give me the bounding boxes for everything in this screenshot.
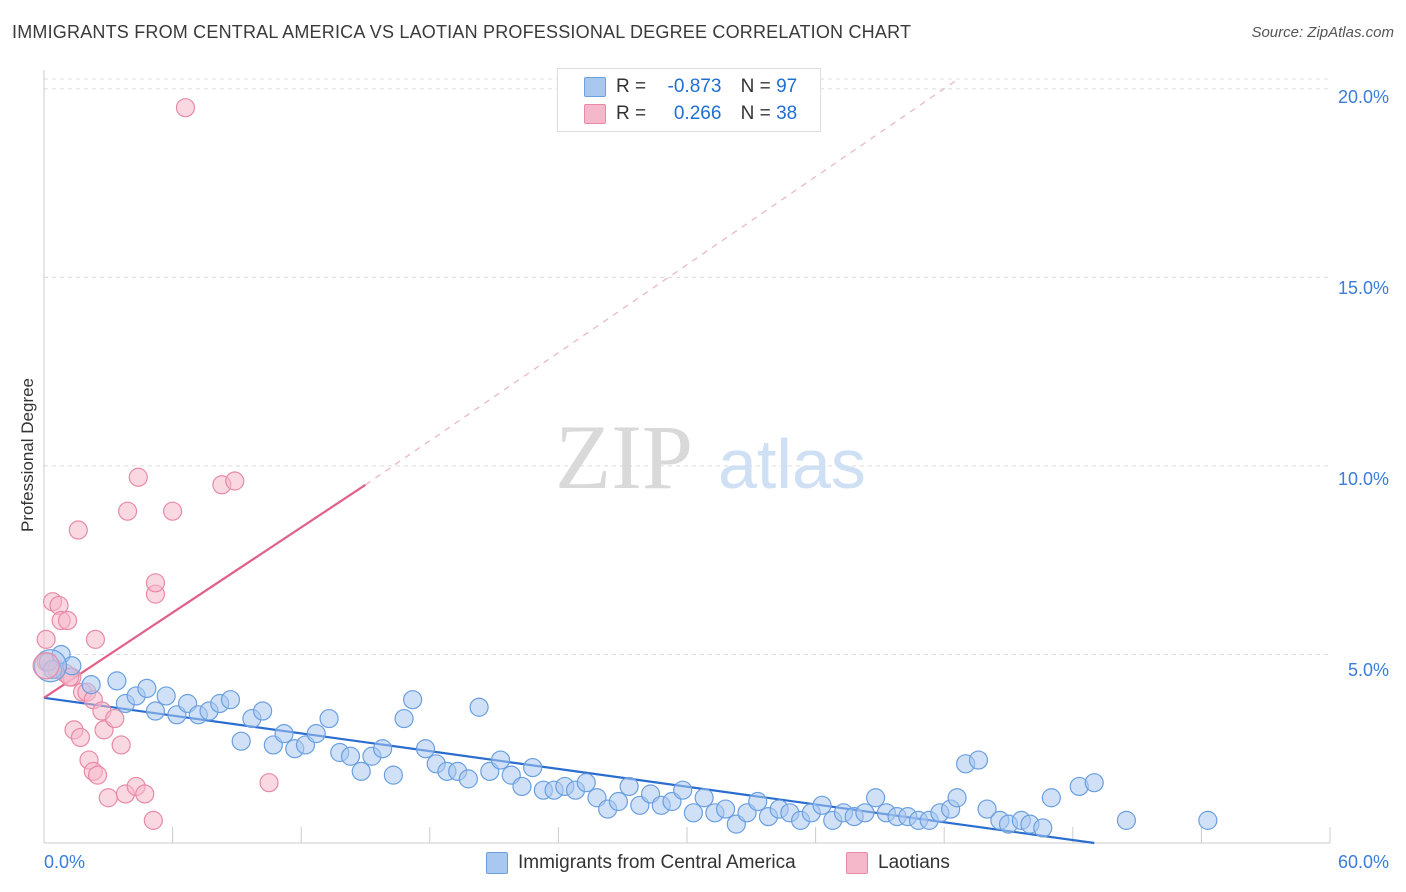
- point-laotians: [36, 629, 56, 649]
- y-tick-label-5: 5.0%: [1348, 660, 1390, 680]
- point-central-america: [490, 750, 511, 770]
- point-central-america: [683, 803, 704, 823]
- r-value: -0.873: [667, 76, 722, 97]
- point-laotians: [135, 784, 155, 804]
- legend-swatch-blue: [584, 77, 606, 97]
- y-tick-label-20: 20.0%: [1338, 87, 1390, 107]
- legend-item-laotians[interactable]: Laotians: [846, 852, 950, 874]
- n-label: N =: [740, 103, 771, 124]
- point-central-america: [855, 803, 875, 823]
- point-central-america: [137, 678, 157, 699]
- trend-line-laotians: [43, 483, 367, 699]
- point-laotians: [85, 629, 106, 649]
- point-laotians: [70, 727, 91, 748]
- n-value: 97: [776, 76, 798, 97]
- legend-swatch-blue: [486, 852, 508, 874]
- point-central-america: [403, 690, 423, 710]
- point-central-america: [1041, 788, 1061, 808]
- point-laotians: [128, 467, 148, 487]
- point-laotians: [87, 765, 108, 785]
- point-central-america: [394, 708, 414, 729]
- x-tick-label-min: 0.0%: [44, 852, 86, 872]
- point-central-america: [383, 765, 403, 785]
- legend-label: Laotians: [878, 852, 950, 873]
- point-central-america: [340, 746, 361, 766]
- r-value: 0.266: [673, 103, 722, 124]
- stats-legend: R = -0.873 N = 97 R = 0.266 N = 38: [557, 68, 821, 132]
- stats-row-blue: R = -0.873 N = 97: [584, 75, 797, 99]
- point-central-america: [523, 757, 543, 778]
- point-central-america: [351, 761, 371, 781]
- point-central-america: [866, 788, 886, 808]
- point-central-america: [512, 776, 532, 797]
- point-central-america: [458, 769, 478, 789]
- point-central-america: [715, 799, 736, 819]
- point-laotians: [259, 773, 279, 793]
- legend-label: Immigrants from Central America: [518, 852, 796, 873]
- legend-swatch-pink: [846, 852, 868, 874]
- chart-title: IMMIGRANTS FROM CENTRAL AMERICA VS LAOTI…: [12, 22, 912, 42]
- point-central-america: [694, 788, 714, 808]
- point-central-america: [469, 697, 489, 717]
- point-laotians: [111, 735, 131, 755]
- point-central-america: [608, 791, 629, 812]
- point-central-america: [156, 686, 176, 706]
- legend-swatch-pink: [584, 104, 606, 124]
- point-laotians: [145, 573, 166, 593]
- point-central-america: [619, 776, 639, 797]
- n-label: N =: [740, 76, 771, 97]
- chart-source: Source: ZipAtlas.com: [1251, 24, 1394, 41]
- point-laotians: [117, 501, 138, 521]
- point-laotians: [32, 652, 60, 680]
- point-central-america: [977, 799, 997, 819]
- point-laotians: [225, 471, 245, 491]
- point-central-america: [253, 701, 273, 721]
- point-central-america: [231, 731, 251, 751]
- point-central-america: [145, 701, 166, 721]
- point-central-america: [812, 795, 832, 815]
- point-central-america: [306, 724, 326, 744]
- point-central-america: [373, 739, 393, 759]
- point-central-america: [748, 791, 768, 812]
- point-laotians: [163, 501, 183, 521]
- point-central-america: [576, 773, 596, 793]
- axes: [43, 70, 1331, 844]
- point-laotians: [143, 810, 163, 830]
- point-central-america: [1084, 773, 1104, 793]
- point-laotians: [68, 520, 88, 540]
- point-central-america: [968, 750, 989, 770]
- point-central-america: [415, 739, 436, 759]
- point-central-america: [1033, 818, 1053, 838]
- y-tick-label-10: 10.0%: [1338, 469, 1390, 489]
- watermark-zip: ZIP: [555, 406, 693, 508]
- y-tick-label-15: 15.0%: [1338, 278, 1390, 298]
- x-tick-label-max: 60.0%: [1338, 852, 1390, 872]
- point-laotians: [175, 98, 196, 118]
- data-points: [32, 98, 1218, 838]
- point-laotians: [105, 708, 125, 729]
- point-laotians: [57, 610, 78, 631]
- legend-item-central-america[interactable]: Immigrants from Central America: [486, 852, 796, 874]
- point-central-america: [1198, 810, 1218, 830]
- gridlines: [44, 78, 1330, 655]
- point-central-america: [673, 780, 693, 800]
- point-central-america: [220, 690, 241, 710]
- point-central-america: [319, 708, 339, 729]
- point-central-america: [42, 659, 63, 680]
- point-central-america: [1116, 810, 1136, 830]
- r-label: R =: [616, 103, 647, 124]
- point-central-america: [274, 724, 294, 744]
- n-value: 38: [776, 103, 798, 124]
- r-label: R =: [616, 76, 647, 97]
- watermark-atlas: atlas: [718, 425, 866, 503]
- point-central-america: [33, 649, 68, 683]
- point-central-america: [107, 671, 127, 691]
- stats-row-pink: R = 0.266 N = 38: [584, 102, 797, 126]
- point-central-america: [81, 675, 101, 695]
- point-laotians: [98, 788, 118, 808]
- point-central-america: [62, 656, 82, 676]
- point-central-america: [947, 788, 967, 808]
